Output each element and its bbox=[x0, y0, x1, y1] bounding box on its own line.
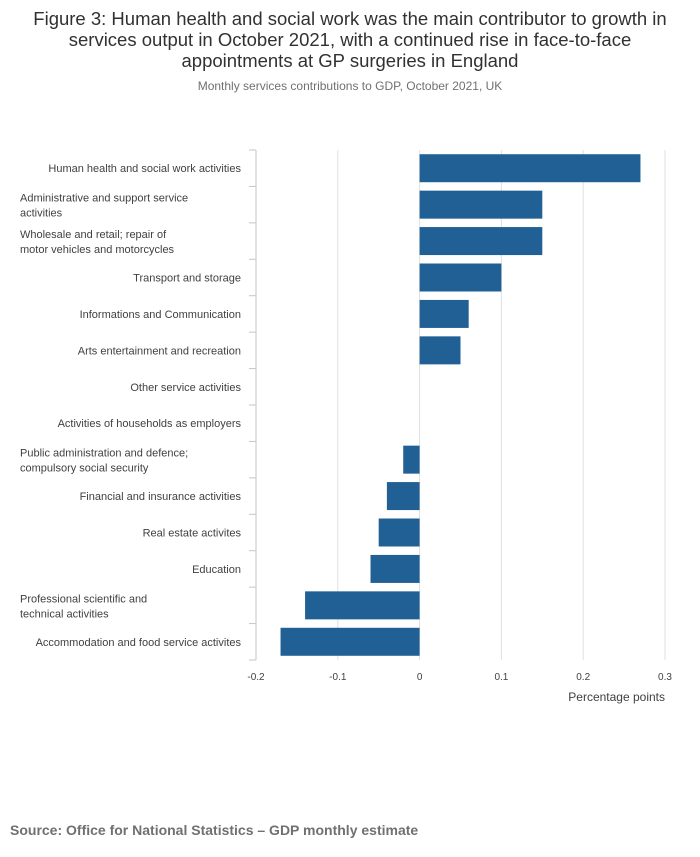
bar bbox=[419, 263, 502, 292]
x-axis-title: Percentage points bbox=[568, 690, 665, 704]
category-label: Real estate activites bbox=[143, 528, 242, 540]
category-label: Transport and storage bbox=[133, 273, 241, 285]
bar-chart: -0.2 -0.1 0 0.1 0.2 0.3 Human health and socia… bbox=[20, 149, 672, 704]
category-label: Arts entertainment and recreation bbox=[78, 345, 241, 357]
x-tick-label: 0.2 bbox=[576, 672, 590, 683]
category-label: Human health and social work activities bbox=[48, 163, 241, 175]
chart-title: Figure 3: Human health and social work w… bbox=[33, 8, 667, 71]
category-label: Informations and Communication bbox=[80, 309, 241, 321]
category-label: Education bbox=[192, 564, 241, 576]
bar bbox=[419, 299, 469, 328]
category-label: Wholesale and retail; repair of motor veh… bbox=[20, 229, 175, 256]
bar bbox=[419, 227, 543, 256]
bar bbox=[419, 190, 543, 219]
x-tick-label: 0 bbox=[417, 672, 423, 683]
category-label: Activities of households as employers bbox=[58, 418, 242, 430]
bar bbox=[403, 445, 420, 474]
bar bbox=[305, 591, 420, 620]
source-note: Source: Office for National Statistics –… bbox=[10, 822, 419, 838]
bar bbox=[280, 627, 420, 656]
category-label: Administrative and support service activi… bbox=[20, 193, 188, 220]
chart-subtitle: Monthly services contributions to GDP, O… bbox=[197, 79, 503, 93]
bar bbox=[419, 154, 641, 183]
x-tick-label: -0.2 bbox=[247, 672, 265, 683]
category-label: Public administration and defence; compul… bbox=[20, 448, 188, 475]
category-label: Financial and insurance activities bbox=[80, 491, 242, 503]
category-label: Professional scientific and technical act… bbox=[20, 593, 147, 620]
bar bbox=[419, 336, 461, 365]
bar bbox=[378, 518, 420, 547]
x-tick-label: 0.3 bbox=[658, 672, 672, 683]
bar bbox=[370, 554, 420, 583]
category-label: Accommodation and food service activites bbox=[36, 637, 242, 649]
x-tick-label: 0.1 bbox=[494, 672, 508, 683]
bar bbox=[386, 482, 420, 511]
x-tick-label: -0.1 bbox=[329, 672, 347, 683]
category-label: Other service activities bbox=[130, 382, 241, 394]
